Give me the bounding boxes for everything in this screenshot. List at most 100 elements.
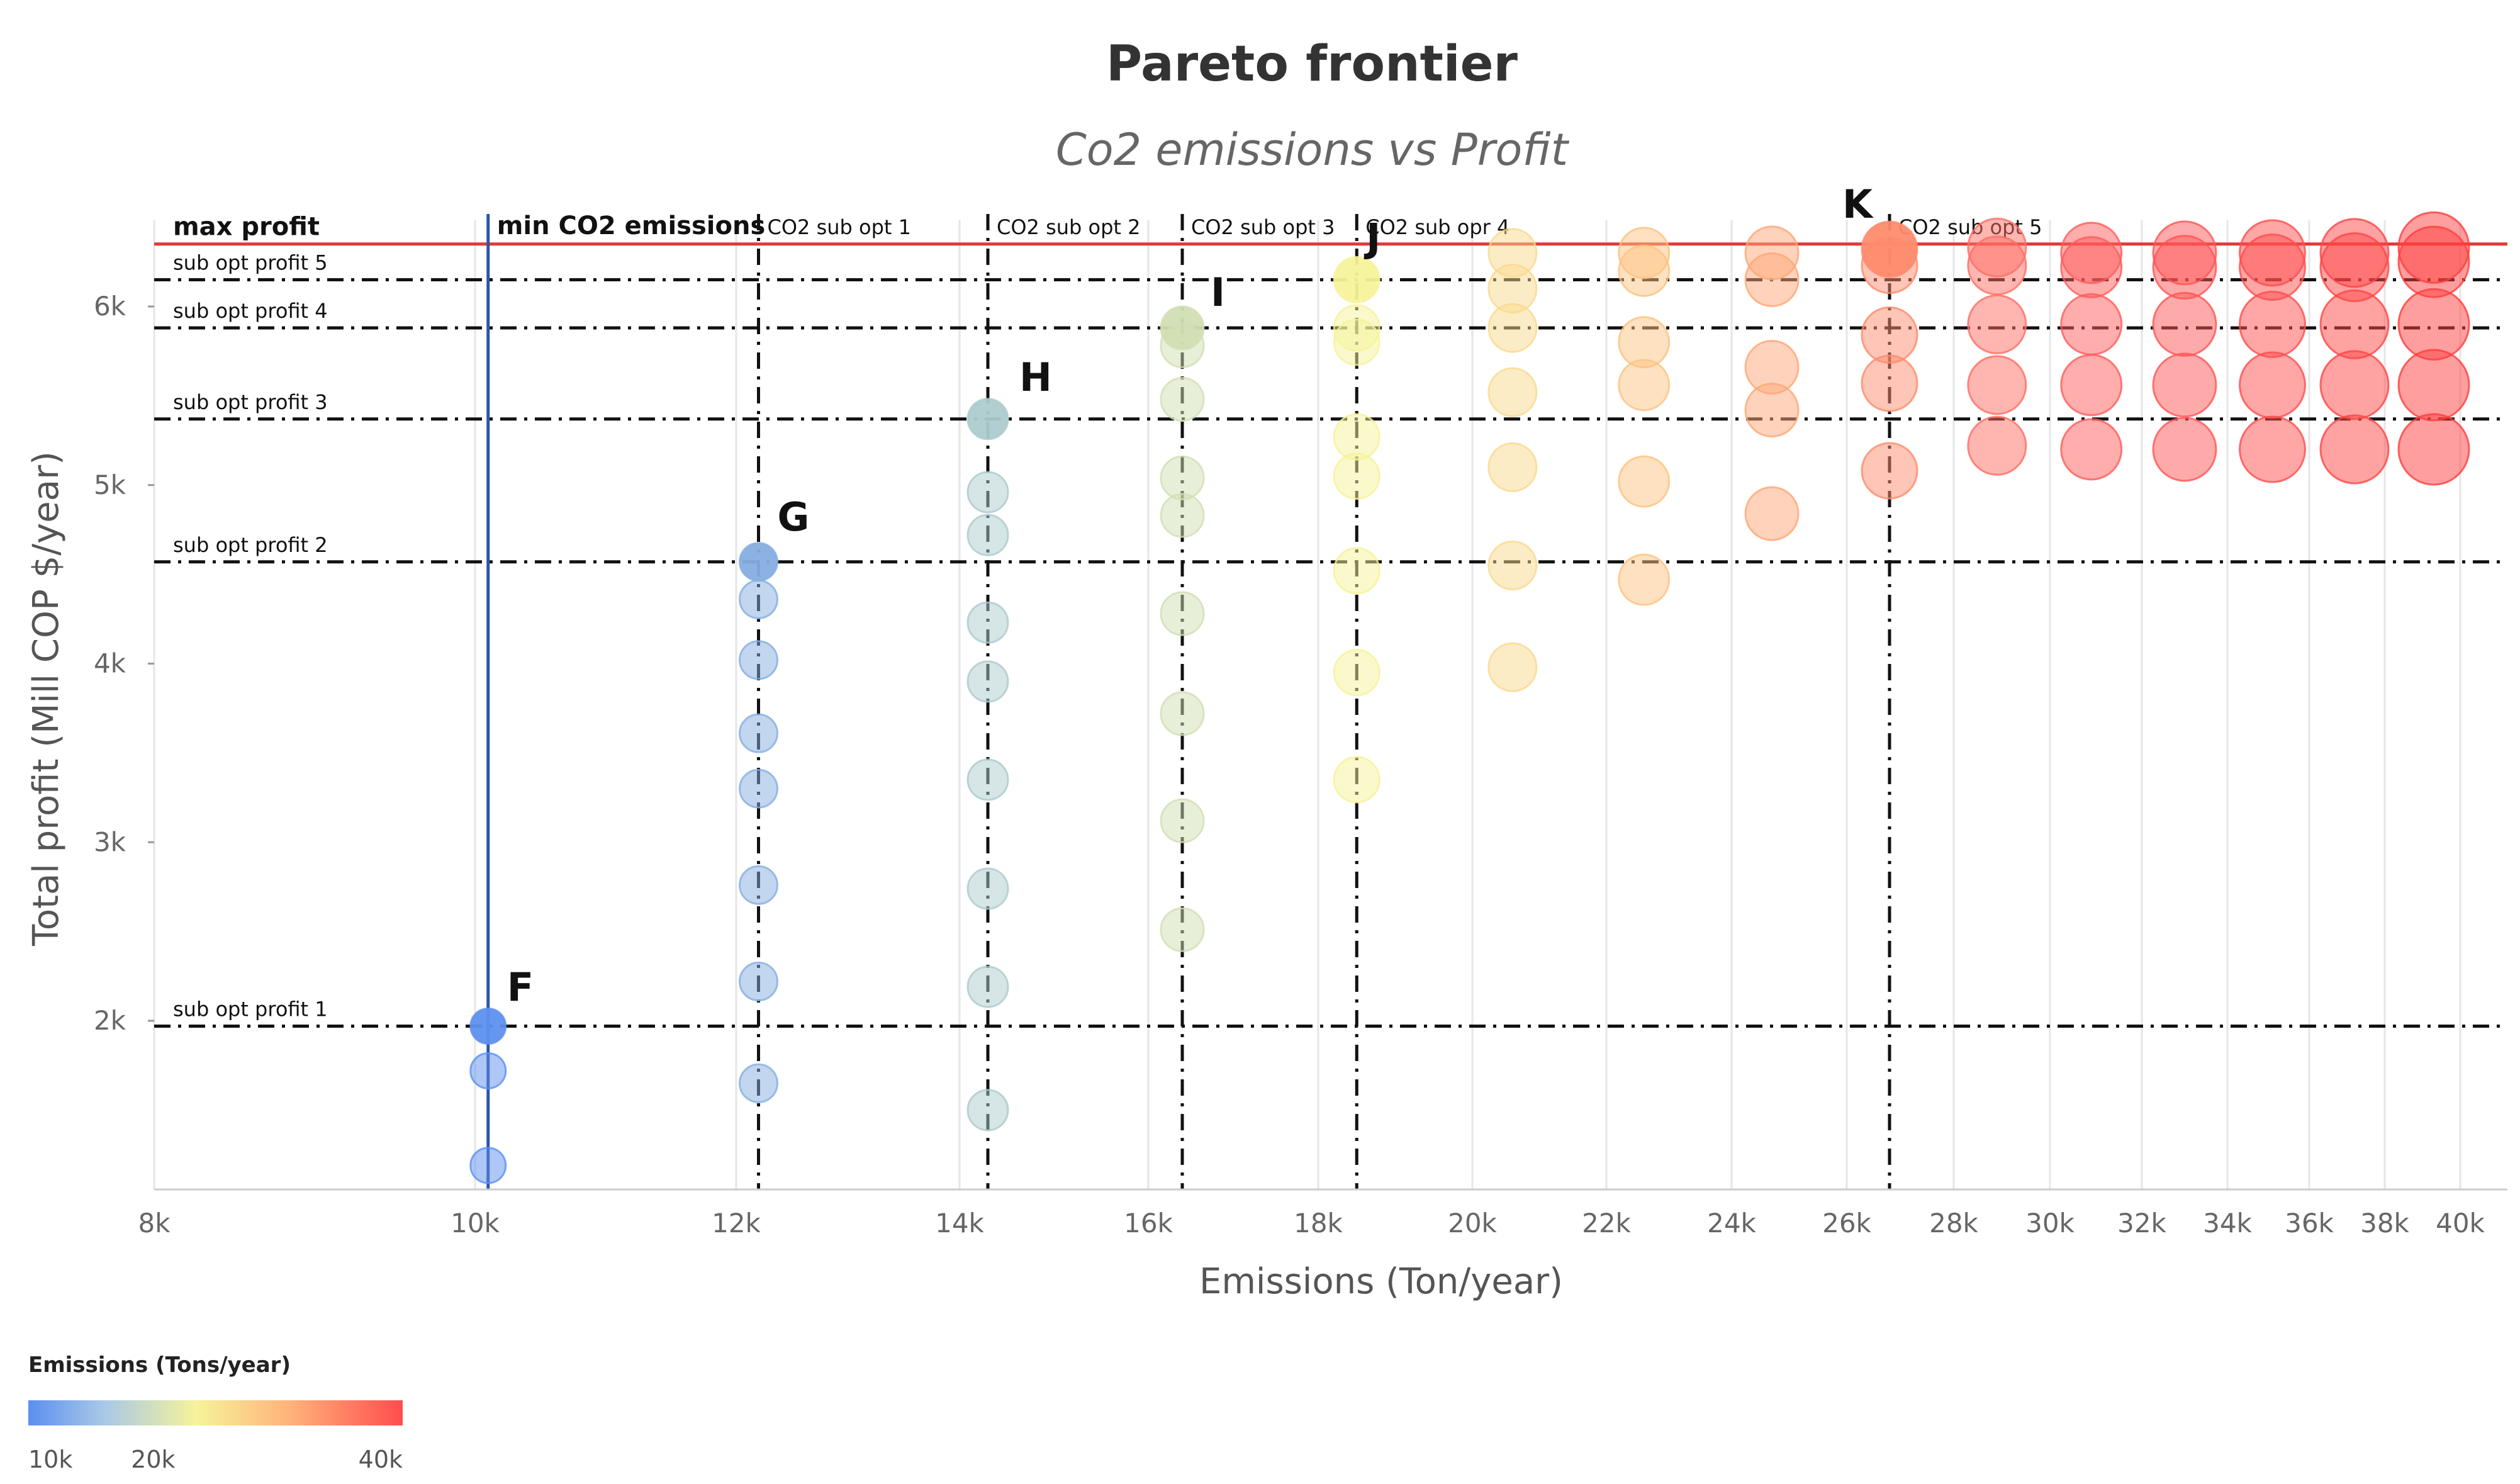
data-point-s3-p7 xyxy=(1160,798,1205,843)
x-tick-label-7: 22k xyxy=(1582,1208,1631,1239)
data-point-s2-p1 xyxy=(966,471,1009,514)
point-label-h: H xyxy=(1019,354,1052,400)
ref-label-sub-opt-profit-2: sub opt profit 2 xyxy=(173,533,328,557)
ref-label-co2-sub-opt-3: CO2 sub opt 3 xyxy=(1191,215,1335,239)
ref-label-co2-sub-opt-2: CO2 sub opt 2 xyxy=(997,215,1140,239)
data-point-s3-p1 xyxy=(1160,323,1205,368)
data-point-s13-p2 xyxy=(2319,289,2390,359)
data-point-s9-p1 xyxy=(1967,235,2027,296)
point-labels: F G H I J K xyxy=(507,181,1874,1010)
data-point-s1-p2 xyxy=(738,640,779,680)
data-point-s14-p1 xyxy=(2397,225,2470,298)
data-point-s2-p8 xyxy=(966,1089,1009,1132)
data-point-s14-p4 xyxy=(2397,413,2470,486)
data-point-s4-p2 xyxy=(1333,318,1380,366)
ref-label-co2-sub-opt-1: CO2 sub opt 1 xyxy=(768,215,911,239)
data-point-s6-p3 xyxy=(1618,359,1671,412)
data-point-s2-p6 xyxy=(966,867,1009,910)
x-tick-label-13: 34k xyxy=(2203,1208,2252,1239)
data-point-s5-p3 xyxy=(1487,367,1538,417)
data-point-s10-p4 xyxy=(2060,418,2123,481)
y-tick-label-3: 5k xyxy=(94,469,126,500)
data-point-s8-p4 xyxy=(1861,442,1918,500)
legend-ticks: 10k 20k 40k xyxy=(28,1446,403,1473)
data-point-s9-p4 xyxy=(1967,415,2027,476)
data-point-s8-p2 xyxy=(1861,306,1918,364)
x-tick-label-2: 12k xyxy=(712,1208,761,1239)
data-point-s10-p2 xyxy=(2060,293,2123,356)
x-tick-label-0: 8k xyxy=(138,1208,171,1239)
data-point-s0-p1 xyxy=(469,1052,507,1089)
data-point-s3-p2 xyxy=(1160,377,1205,422)
data-point-s10-p1 xyxy=(2060,236,2123,299)
ref-label-sub-opt-profit-4: sub opt profit 4 xyxy=(173,299,328,323)
data-point-s8-p3 xyxy=(1861,354,1918,412)
x-tick-label-14: 36k xyxy=(2285,1208,2334,1239)
data-point-s3-p8 xyxy=(1160,907,1205,952)
data-point-s5-p6 xyxy=(1487,642,1538,692)
data-point-s11-p2 xyxy=(2152,291,2217,357)
data-point-s0-p2 xyxy=(469,1147,507,1184)
data-point-s1-p1 xyxy=(738,579,779,619)
data-point-s3-p3 xyxy=(1160,455,1205,500)
x-tick-label-9: 26k xyxy=(1822,1208,1871,1239)
data-point-s3-p4 xyxy=(1160,493,1205,538)
legend-tick-label-1: 20k xyxy=(131,1446,175,1473)
legend-tick-label-0: 10k xyxy=(28,1446,72,1473)
data-point-s2-p4 xyxy=(966,660,1009,703)
data-point-s4-p5 xyxy=(1333,547,1380,595)
data-points xyxy=(469,211,2470,1184)
data-point-s12-p3 xyxy=(2239,351,2306,419)
x-tick-label-12: 32k xyxy=(2117,1208,2166,1239)
x-tick-label-16: 40k xyxy=(2436,1208,2485,1239)
data-point-s6-p1 xyxy=(1618,244,1671,297)
point-label-i: I xyxy=(1211,269,1225,315)
x-tick-label-6: 20k xyxy=(1448,1208,1497,1239)
data-point-s11-p3 xyxy=(2152,352,2217,418)
reference-lines: sub opt profit 5 sub opt profit 4 sub opt … xyxy=(154,211,2507,1189)
data-point-s5-p4 xyxy=(1487,442,1538,492)
x-tick-label-1: 10k xyxy=(451,1208,500,1239)
data-point-s14-p3 xyxy=(2397,349,2470,422)
y-tick-label-2: 4k xyxy=(94,648,126,679)
data-point-s2-p7 xyxy=(966,965,1009,1008)
legend-title: Emissions (Tons/year) xyxy=(28,1352,291,1378)
data-point-s9-p2 xyxy=(1967,294,2027,354)
ref-label-sub-opt-profit-1: sub opt profit 1 xyxy=(173,998,328,1021)
x-tick-label-3: 14k xyxy=(935,1208,984,1239)
x-tick-label-4: 16k xyxy=(1124,1208,1173,1239)
axes: 8k 10k 12k 14k 16k 18k 20k 22k 24k 26k 28k 30k 32k 34… xyxy=(94,291,2507,1239)
data-point-s1-p4 xyxy=(738,768,779,809)
data-point-s2-p0 xyxy=(966,398,1009,441)
y-tick-label-4: 6k xyxy=(94,291,126,322)
point-label-g: G xyxy=(778,494,810,540)
data-point-s12-p2 xyxy=(2239,290,2306,358)
data-point-s3-p5 xyxy=(1160,591,1205,636)
point-label-j: J xyxy=(1364,215,1380,261)
data-point-s4-p4 xyxy=(1333,453,1380,500)
y-tick-label-0: 2k xyxy=(94,1005,126,1036)
chart-title: Pareto frontier xyxy=(1106,36,1518,93)
data-point-s1-p5 xyxy=(738,865,779,905)
data-point-s12-p4 xyxy=(2239,415,2306,483)
point-label-k: K xyxy=(1842,181,1874,227)
data-point-s12-p1 xyxy=(2239,233,2306,301)
grid xyxy=(153,220,2461,1189)
x-tick-label-11: 30k xyxy=(2025,1208,2075,1239)
x-axis-title: Emissions (Ton/year) xyxy=(1199,1261,1563,1302)
data-point-s1-p3 xyxy=(738,713,779,753)
data-point-s6-p4 xyxy=(1618,455,1671,508)
x-tick-label-8: 24k xyxy=(1707,1208,1756,1239)
data-point-s13-p3 xyxy=(2319,350,2390,420)
chart-subtitle: Co2 emissions vs Profit xyxy=(1056,124,1570,176)
data-point-s2-p2 xyxy=(966,514,1009,556)
y-tick-label-1: 3k xyxy=(94,826,126,857)
ref-label-sub-opt-profit-3: sub opt profit 3 xyxy=(173,390,328,414)
data-point-s7-p1 xyxy=(1744,252,1800,307)
data-point-s1-p6 xyxy=(738,962,779,1002)
data-point-s10-p3 xyxy=(2060,354,2123,417)
data-point-s9-p3 xyxy=(1967,355,2027,415)
legend-gradient-bar xyxy=(28,1400,403,1425)
x-tick-label-5: 18k xyxy=(1294,1208,1343,1239)
data-point-s4-p0 xyxy=(1333,256,1380,303)
